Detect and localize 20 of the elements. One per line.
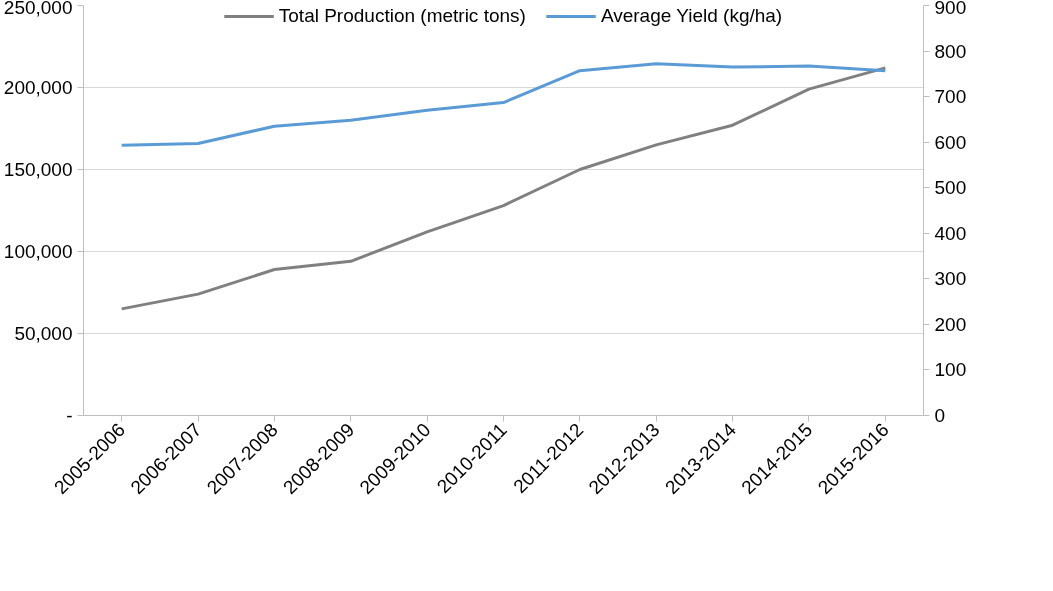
y2-tick-label: 400 bbox=[934, 222, 967, 244]
y2-tick-label: 600 bbox=[934, 131, 967, 153]
legend-label: Average Yield (kg/ha) bbox=[600, 5, 783, 27]
y2-tick-label: 200 bbox=[934, 313, 967, 335]
y2-tick-label: 100 bbox=[934, 359, 967, 381]
y-tick-label: 150,000 bbox=[3, 159, 73, 180]
y2-tick-label: 500 bbox=[934, 177, 967, 199]
y-tick-label: 100,000 bbox=[3, 241, 73, 262]
y2-tick-label: 700 bbox=[934, 86, 967, 108]
y-tick-label: 200,000 bbox=[3, 77, 73, 98]
y2-tick-label: 300 bbox=[934, 268, 967, 290]
y2-tick-label: 0 bbox=[934, 405, 946, 426]
y-tick-label: 50,000 bbox=[14, 323, 73, 344]
y-tick-label: - bbox=[66, 405, 73, 426]
y2-tick-label: 800 bbox=[934, 40, 967, 62]
line-series bbox=[120, 66, 887, 311]
line-series bbox=[120, 62, 887, 147]
y2-tick-label: 900 bbox=[934, 0, 967, 18]
legend-label: Total Production (metric tons) bbox=[278, 5, 526, 27]
y-tick-label: 250,000 bbox=[3, 0, 73, 18]
